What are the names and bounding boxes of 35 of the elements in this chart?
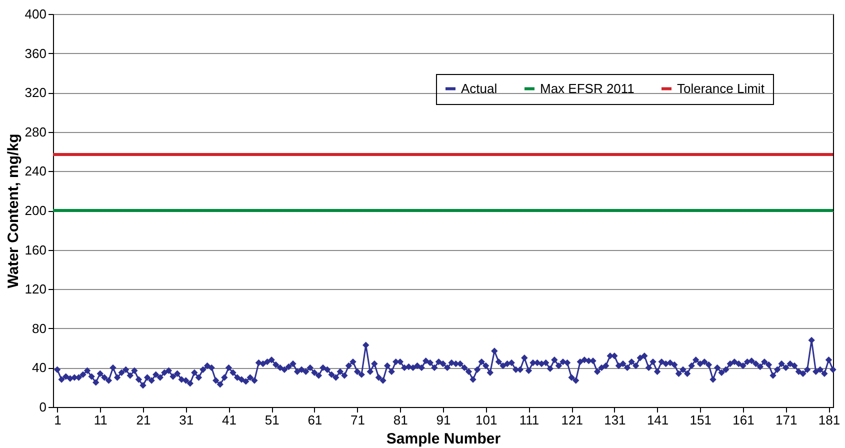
y-tick-label: 280 [24, 124, 46, 140]
x-tick-label: 91 [436, 412, 451, 428]
x-tick-label: 71 [350, 412, 366, 428]
y-tick-label: 80 [32, 320, 46, 336]
y-tick-label: 40 [32, 360, 46, 376]
legend-label: Tolerance Limit [677, 80, 765, 96]
y-tick-label: 240 [24, 164, 46, 179]
x-tick-label: 131 [604, 412, 626, 428]
x-tick-label: 181 [818, 412, 840, 428]
x-tick-label: 171 [776, 412, 798, 428]
y-tick-label: 360 [24, 46, 46, 61]
y-tick-label: 400 [24, 6, 46, 22]
y-tick-label: 160 [24, 242, 46, 258]
y-tick-label: 200 [24, 203, 46, 218]
legend-label: Actual [461, 80, 498, 96]
x-tick-label: 1 [54, 412, 62, 428]
x-tick-label: 161 [732, 412, 754, 428]
x-tick-label: 21 [136, 412, 151, 428]
x-tick-label: 31 [179, 412, 194, 428]
x-tick-label: 81 [393, 412, 408, 428]
x-tick-label: 151 [690, 412, 712, 428]
x-tick-label: 61 [308, 412, 322, 428]
x-tick-label: 51 [264, 412, 280, 428]
legend-label: Max EFSR 2011 [540, 80, 634, 96]
x-tick-label: 121 [561, 412, 583, 428]
y-axis-title: Water Content, mg/kg [4, 134, 22, 288]
x-tick-label: 11 [94, 412, 108, 428]
x-tick-label: 41 [222, 412, 236, 428]
y-tick-label: 0 [39, 400, 46, 414]
x-tick-label: 111 [519, 412, 540, 428]
x-tick-label: 101 [476, 412, 498, 428]
x-axis-title: Sample Number [386, 430, 501, 448]
x-tick-label: 141 [646, 412, 669, 428]
y-tick-label: 320 [24, 85, 46, 100]
y-tick-label: 120 [24, 282, 46, 297]
